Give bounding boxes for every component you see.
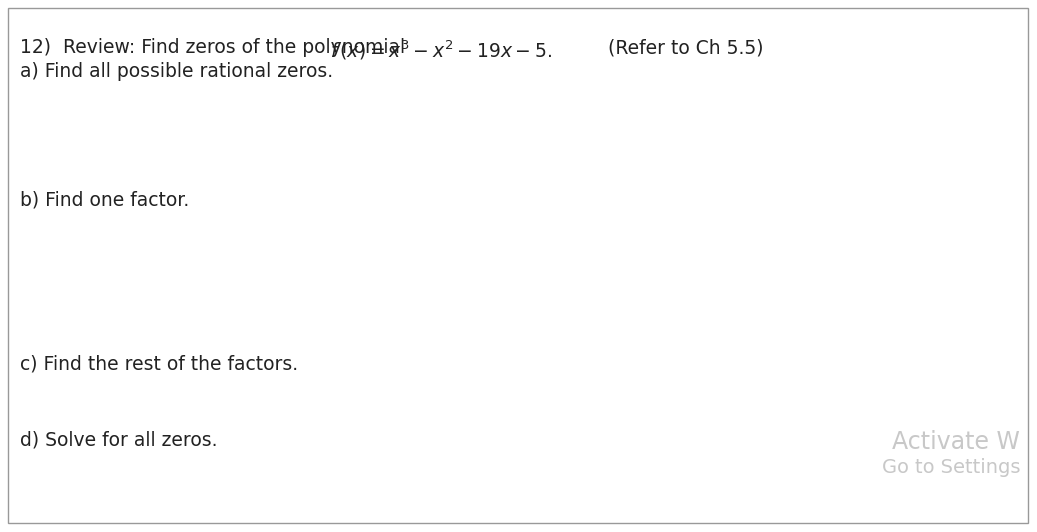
Text: $f\,(x) = x^3 - x^2 - 19x - 5.$: $f\,(x) = x^3 - x^2 - 19x - 5.$: [330, 38, 552, 62]
Text: Activate W: Activate W: [892, 430, 1020, 454]
Text: b) Find one factor.: b) Find one factor.: [20, 190, 189, 209]
Text: Go to Settings: Go to Settings: [881, 458, 1020, 477]
Text: d) Solve for all zeros.: d) Solve for all zeros.: [20, 430, 218, 449]
Text: a) Find all possible rational zeros.: a) Find all possible rational zeros.: [20, 62, 333, 81]
Text: 12)  Review: Find zeros of the polynomial: 12) Review: Find zeros of the polynomial: [20, 38, 411, 57]
Text: c) Find the rest of the factors.: c) Find the rest of the factors.: [20, 355, 298, 374]
Text: (Refer to Ch 5.5): (Refer to Ch 5.5): [590, 38, 763, 57]
